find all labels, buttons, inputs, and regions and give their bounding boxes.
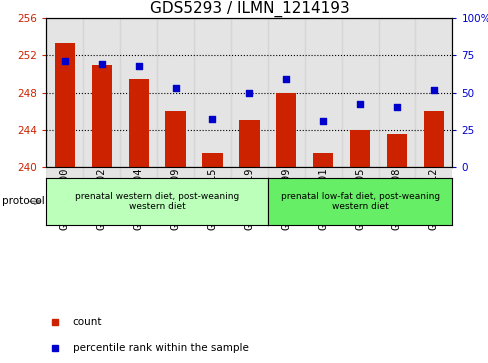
Bar [230,167,267,178]
Bar [378,18,415,167]
Text: GSM1093615: GSM1093615 [207,167,217,230]
Bar [386,134,407,167]
Bar [423,111,443,167]
Bar [415,18,451,167]
Bar [83,167,120,178]
Point [429,87,437,93]
Bar [157,18,194,167]
Text: prenatal low-fat diet, post-weaning
western diet: prenatal low-fat diet, post-weaning west… [280,192,439,211]
Text: GSM1093602: GSM1093602 [97,167,106,230]
Point [98,61,105,67]
Point [282,76,289,82]
Bar [55,43,75,167]
Bar [267,18,304,167]
Bar [378,167,415,178]
Bar [230,18,267,167]
Text: percentile rank within the sample: percentile rank within the sample [73,343,248,354]
Bar [157,167,194,178]
Bar [46,18,83,167]
Text: GSM1093612: GSM1093612 [428,167,438,230]
Text: GSM1093604: GSM1093604 [133,167,143,230]
Bar [267,167,304,178]
Point [392,105,400,110]
Bar [349,130,369,167]
Text: GSM1093601: GSM1093601 [318,167,327,230]
Point [208,117,216,122]
Bar [415,167,451,178]
Bar [46,167,83,178]
Text: prenatal western diet, post-weaning
western diet: prenatal western diet, post-weaning west… [75,192,239,211]
Point [355,102,363,107]
Text: GSM1093609: GSM1093609 [170,167,180,230]
Bar [194,18,230,167]
Title: GDS5293 / ILMN_1214193: GDS5293 / ILMN_1214193 [149,1,348,17]
Text: count: count [73,317,102,327]
Bar [239,121,259,167]
Bar [120,167,157,178]
Text: GSM1093605: GSM1093605 [354,167,365,230]
Point [245,90,253,95]
Bar [202,153,222,167]
Point [61,58,69,64]
Bar [304,167,341,178]
Bar [304,18,341,167]
Text: GSM1093619: GSM1093619 [244,167,254,230]
Bar [165,111,185,167]
Bar [91,65,112,167]
Bar [83,18,120,167]
Bar [341,18,378,167]
Point [171,85,179,91]
Point [319,118,326,124]
Text: GSM1093599: GSM1093599 [281,167,291,230]
Bar [341,167,378,178]
Bar [120,18,157,167]
Bar [194,167,230,178]
Bar [128,79,148,167]
Bar [312,153,333,167]
Text: protocol: protocol [2,196,45,207]
Text: GSM1093600: GSM1093600 [60,167,70,230]
Bar [276,93,296,167]
Text: GSM1093608: GSM1093608 [391,167,401,230]
Point [135,63,142,69]
